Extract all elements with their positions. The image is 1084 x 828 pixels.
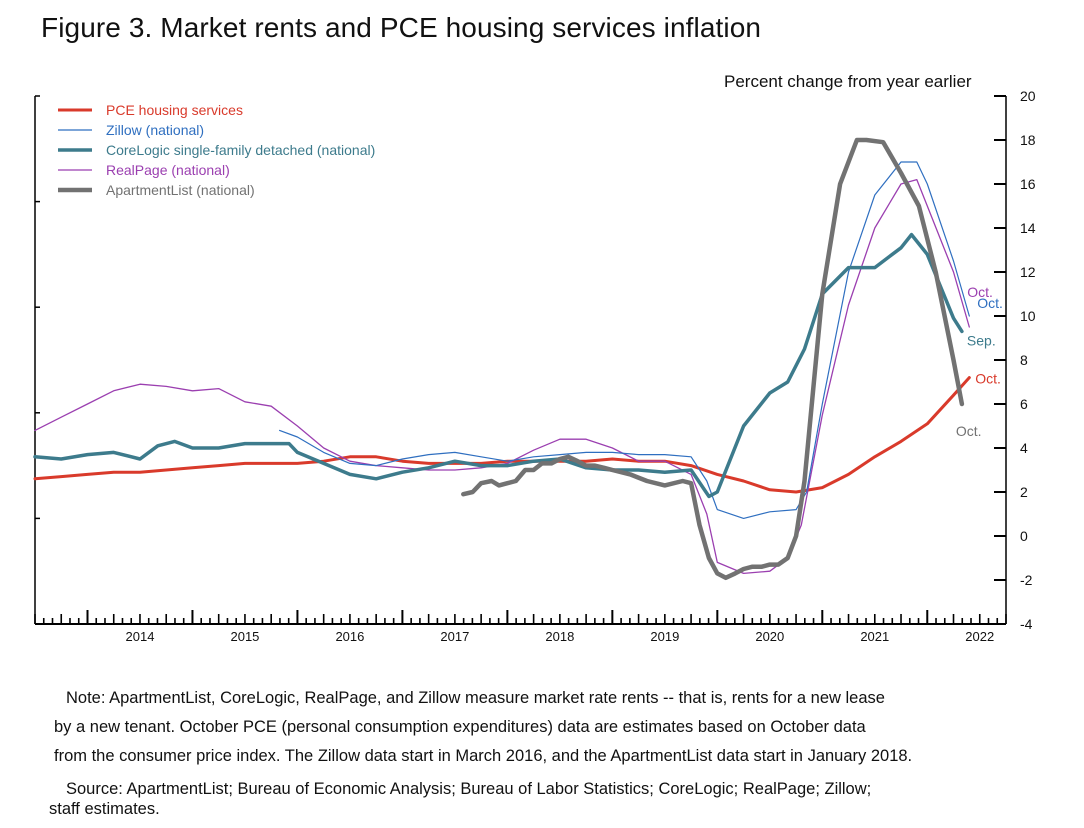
legend-item-corelogic: CoreLogic single-family detached (nation… (58, 140, 375, 160)
y-tick-label: 10 (1020, 308, 1036, 324)
note-line-1: Note: ApartmentList, CoreLogic, RealPage… (66, 689, 885, 707)
figure-note: Note: ApartmentList, CoreLogic, RealPage… (40, 684, 1080, 771)
series-line-realpage (34, 178, 970, 575)
end-label-apartmentlist: Oct. (956, 423, 982, 439)
x-tick-label: 2016 (335, 629, 364, 644)
y-tick-label: 18 (1020, 132, 1036, 148)
x-tick-label: 2020 (755, 629, 784, 644)
legend-swatch-realpage (58, 169, 92, 171)
y-tick-label: 20 (1020, 88, 1036, 104)
end-label-realpage: Oct. (967, 284, 993, 300)
y-tick-label: -4 (1020, 616, 1033, 632)
x-tick-label: 2017 (440, 629, 469, 644)
series-line-apartmentlist (461, 137, 965, 581)
y-axis-unit-label: Percent change from year earlier (724, 72, 972, 91)
source-line-1: Source: ApartmentList; Bureau of Economi… (66, 780, 872, 798)
y-tick-label: -2 (1020, 572, 1033, 588)
series-line-zillow (279, 161, 970, 519)
series-line-corelogic (33, 232, 964, 499)
y-tick-label: 8 (1020, 352, 1028, 368)
note-line-3: from the consumer price index. The Zillo… (54, 747, 913, 765)
end-label-pce: Oct. (975, 371, 1001, 387)
legend-swatch-corelogic (58, 148, 92, 152)
y-tick-label: 16 (1020, 176, 1036, 192)
x-tick-label: 2019 (650, 629, 679, 644)
legend-label-realpage: RealPage (national) (106, 162, 230, 178)
legend-item-apartmentlist: ApartmentList (national) (58, 180, 375, 200)
legend-item-zillow: Zillow (national) (58, 120, 375, 140)
y-tick-label: 0 (1020, 528, 1028, 544)
legend-item-pce: PCE housing services (58, 100, 375, 120)
y-tick-label: 2 (1020, 484, 1028, 500)
y-tick-label: 4 (1020, 440, 1028, 456)
end-label-zillow: Oct. (977, 295, 1003, 311)
note-line-2: by a new tenant. October PCE (personal c… (54, 718, 866, 736)
series-line-pce (33, 376, 971, 494)
legend-item-realpage: RealPage (national) (58, 160, 375, 180)
source-line-2: staff estimates. (49, 800, 160, 818)
legend-label-zillow: Zillow (national) (106, 122, 205, 138)
x-tick-label: 2018 (545, 629, 574, 644)
y-tick-label: 6 (1020, 396, 1028, 412)
chart-legend: PCE housing services Zillow (national) C… (58, 100, 375, 200)
legend-label-apartmentlist: ApartmentList (national) (106, 182, 255, 198)
x-tick-label: 2014 (126, 629, 155, 644)
legend-label-corelogic: CoreLogic single-family detached (nation… (106, 142, 376, 158)
figure-title: Figure 3. Market rents and PCE housing s… (41, 12, 762, 43)
end-label-corelogic: Sep. (967, 332, 996, 348)
y-tick-label: 14 (1020, 220, 1036, 236)
y-tick-label: 12 (1020, 264, 1036, 280)
x-tick-label: 2015 (230, 629, 259, 644)
figure-source: Source: ApartmentList; Bureau of Economi… (49, 779, 1069, 819)
legend-swatch-pce (58, 108, 92, 112)
legend-swatch-apartmentlist (58, 187, 92, 193)
x-tick-label: 2021 (860, 629, 889, 644)
legend-swatch-zillow (58, 129, 92, 131)
x-tick-label: 2022 (965, 629, 994, 644)
legend-label-pce: PCE housing services (106, 102, 243, 118)
